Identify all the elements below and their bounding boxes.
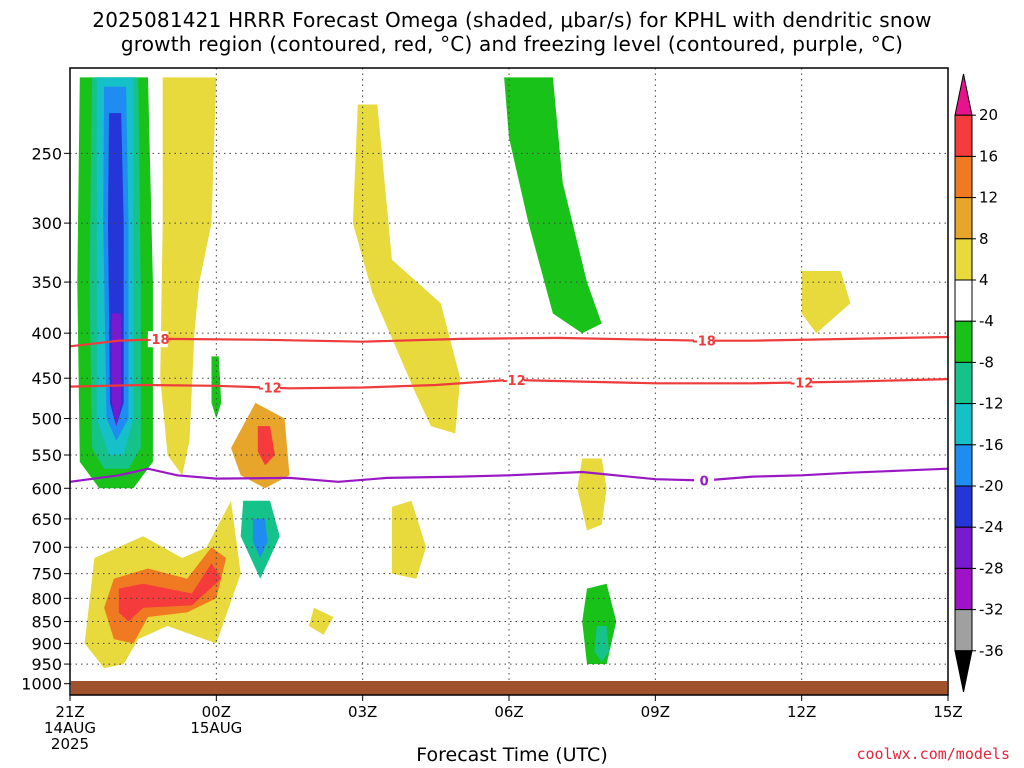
- y-tick-label-950: 950: [31, 655, 62, 674]
- y-tick-label-1000: 1000: [21, 675, 62, 694]
- ground-bar: [71, 681, 947, 695]
- colorbar-tick-label-1: 16: [979, 147, 998, 165]
- contour-label-0-0: 0: [700, 475, 709, 490]
- omega-region-18: [252, 518, 268, 558]
- x-tick-label-15Z: 15Z: [933, 703, 962, 721]
- colorbar-tick-label-4: 4: [979, 271, 989, 289]
- colorbar-tick-label-12: -32: [979, 601, 1004, 619]
- omega-shading: [77, 77, 851, 669]
- y-axis-ticks: 250 300 350 400 450 500 550 600 650 700 750 800 850 9…: [21, 144, 70, 694]
- contour-label-bg--12-1: [503, 372, 524, 389]
- omega-region-6: [160, 77, 217, 476]
- x-tick-label-06Z: 06Z: [494, 703, 523, 721]
- colorbar-bin-8: [954, 403, 973, 446]
- colorbar-tick-label-10: -24: [979, 518, 1004, 536]
- y-tick-label-450: 450: [31, 369, 62, 388]
- contour-label--12-1: -12: [502, 374, 526, 389]
- colorbar-tick-label-11: -28: [979, 559, 1004, 577]
- x-tick-label-03Z: 03Z: [348, 703, 377, 721]
- x-tick-sub2-21Z: 2025: [51, 735, 89, 753]
- ground-layer: [71, 681, 947, 695]
- contour-label-bg--12-2: [791, 374, 812, 391]
- colorbar-tick-label-0: 20: [979, 106, 998, 124]
- colorbar-tick-label-7: -12: [979, 395, 1004, 413]
- y-tick-label-400: 400: [31, 324, 62, 343]
- chart-title-line1: 2025081421 HRRR Forecast Omega (shaded, …: [92, 8, 932, 32]
- colorbar-tick-label-6: -8: [979, 353, 994, 371]
- y-tick-label-500: 500: [31, 410, 62, 429]
- colorbar-bin-top: [954, 73, 973, 116]
- colorbar-tick-label-8: -16: [979, 436, 1004, 454]
- contour-label-bg-0-0: [694, 472, 715, 489]
- omega-region-7: [352, 104, 461, 434]
- temperature-contours: -18 -18 -12 -12 -12 0: [69, 331, 949, 490]
- y-tick-label-250: 250: [31, 144, 62, 163]
- contour-label--18-0: -18: [146, 333, 170, 348]
- colorbar-bin-5: [954, 279, 973, 322]
- contour-0: [69, 467, 949, 483]
- colorbar-bin-13: [954, 609, 973, 652]
- contour-label-bg--18-1: [694, 332, 715, 349]
- chart-title-line2: growth region (contoured, red, °C) and f…: [120, 32, 904, 56]
- colorbar-bin-bottom: [954, 650, 973, 693]
- contour--18: [69, 335, 949, 348]
- contour-label--12-0: -12: [258, 382, 282, 397]
- colorbar-bin-9: [954, 444, 973, 487]
- omega-region-15: [594, 626, 609, 663]
- x-tick-label-21Z: 21Z: [55, 703, 84, 721]
- colorbar-tick-label-5: -4: [979, 312, 994, 330]
- colorbar-tick-label-9: -20: [979, 477, 1004, 495]
- colorbar-tick-label-2: 12: [979, 189, 998, 207]
- contour-label-bg--12-0: [259, 379, 280, 396]
- y-tick-label-300: 300: [31, 214, 62, 233]
- contour-label--12-2: -12: [790, 376, 814, 391]
- y-tick-label-350: 350: [31, 273, 62, 292]
- colorbar: 20 16 12 8 4 -4 -8 -12 -16 -20 -24 -28 -32 -36: [954, 73, 1004, 693]
- contour-label-bg--18-0: [147, 331, 168, 348]
- x-tick-sub1-00Z: 15AUG: [190, 719, 242, 737]
- x-tick-label-12Z: 12Z: [787, 703, 816, 721]
- y-tick-label-800: 800: [31, 589, 62, 608]
- y-tick-label-600: 600: [31, 479, 62, 498]
- contour-label--18-1: -18: [692, 335, 716, 350]
- omega-region-10: [391, 500, 427, 579]
- y-tick-label-550: 550: [31, 446, 62, 465]
- x-tick-label-00Z: 00Z: [202, 703, 231, 721]
- colorbar-bin-6: [954, 320, 973, 363]
- omega-region-22: [118, 563, 222, 622]
- x-axis-label: Forecast Time (UTC): [416, 744, 608, 766]
- contour--12: [69, 378, 949, 390]
- omega-region-13: [309, 607, 334, 635]
- x-tick-label-09Z: 09Z: [641, 703, 670, 721]
- colorbar-bin-4: [954, 238, 973, 281]
- colorbar-tick-label-13: -36: [979, 642, 1004, 660]
- omega-region-20: [257, 426, 275, 466]
- omega-region-12: [577, 458, 607, 531]
- y-tick-label-850: 850: [31, 613, 62, 632]
- credit-link[interactable]: coolwx.com/models: [856, 745, 1010, 763]
- colorbar-bin-7: [954, 361, 973, 405]
- colorbar-bin-12: [954, 567, 973, 611]
- y-tick-label-900: 900: [31, 634, 62, 653]
- y-tick-label-650: 650: [31, 510, 62, 529]
- chart-title: 2025081421 HRRR Forecast Omega (shaded, …: [0, 8, 1024, 56]
- colorbar-bin-10: [954, 485, 973, 528]
- x-tick-sub1-21Z: 14AUG: [44, 719, 96, 737]
- y-tick-label-700: 700: [31, 538, 62, 557]
- colorbar-bin-11: [954, 526, 973, 569]
- colorbar-bin-2: [954, 155, 973, 199]
- y-tick-label-750: 750: [31, 565, 62, 584]
- colorbar-bin-1: [954, 114, 973, 157]
- colorbar-bin-3: [954, 197, 973, 240]
- omega-region-8: [504, 77, 602, 334]
- colorbar-tick-label-3: 8: [979, 230, 989, 248]
- omega-region-11: [801, 271, 851, 334]
